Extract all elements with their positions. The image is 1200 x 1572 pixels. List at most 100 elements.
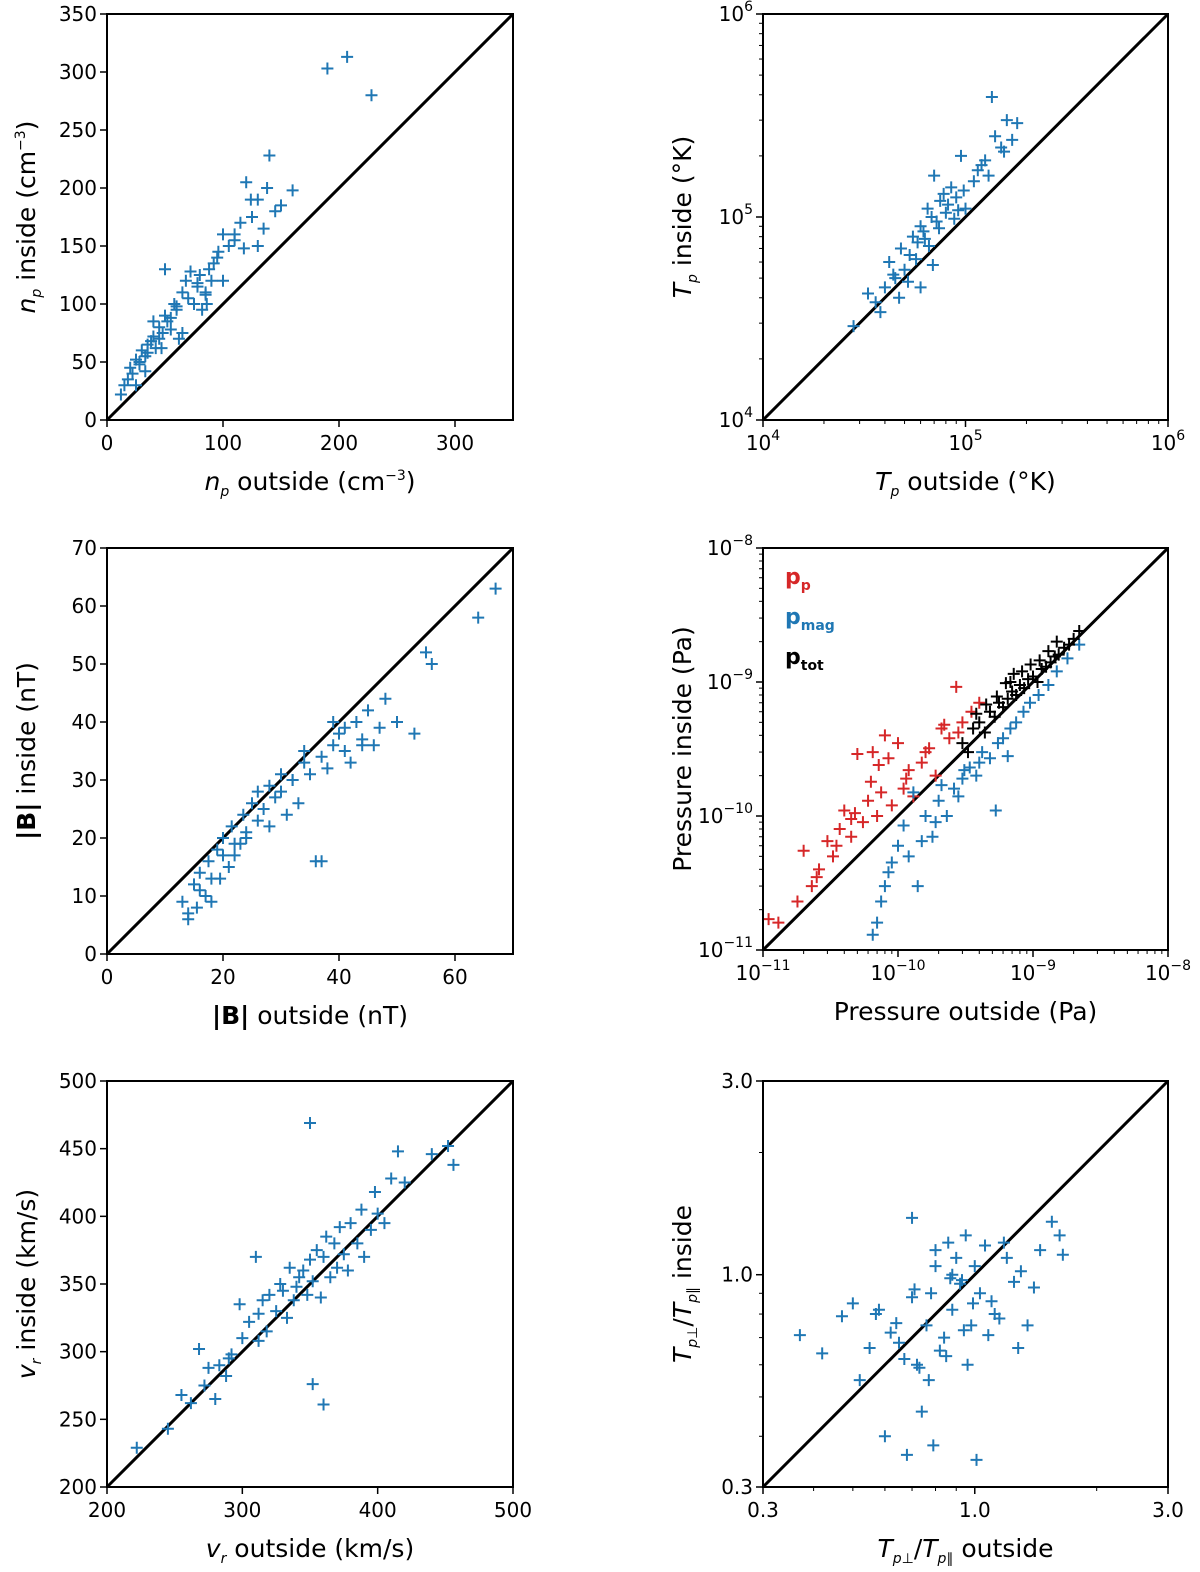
data-point [338, 745, 351, 757]
data-point [939, 206, 952, 219]
data-point [1023, 696, 1036, 709]
y-tick-label: 10 [72, 884, 97, 908]
data-point [1052, 648, 1065, 661]
y-axis-label: vr inside (km/s) [12, 1189, 45, 1379]
data-point [915, 1405, 928, 1418]
data-point [914, 220, 927, 233]
plot-frame [762, 1080, 1169, 1488]
y-tick-label: 100 [59, 292, 97, 316]
y-tick-label: 50 [72, 652, 97, 676]
data-point [833, 822, 846, 835]
y-tick-label: 350 [59, 1272, 97, 1296]
y-tick-label: 250 [59, 118, 97, 142]
data-point [920, 1319, 933, 1332]
data-point [252, 1307, 265, 1320]
series-p_p [763, 680, 986, 929]
data-point [274, 1278, 287, 1290]
data-point [942, 198, 955, 211]
y-tick-label: 70 [72, 536, 97, 560]
data-point [147, 330, 160, 343]
data-point [286, 184, 299, 197]
data-point [378, 1217, 391, 1230]
x-axis-label: vr outside (km/s) [206, 1534, 414, 1567]
series-T_p [847, 91, 1024, 333]
y-tick-label: 60 [72, 594, 97, 618]
data-point [985, 1295, 998, 1308]
data-point [950, 191, 963, 204]
data-point [304, 1116, 316, 1129]
data-point [937, 187, 950, 200]
data-point [892, 839, 904, 852]
data-point [139, 365, 152, 378]
data-point [845, 830, 858, 843]
data-point [892, 737, 904, 750]
data-point [894, 242, 907, 255]
data-point [333, 727, 345, 740]
data-point [956, 716, 969, 729]
data-point [184, 265, 197, 278]
data-point [130, 1441, 143, 1454]
data-point [971, 164, 984, 177]
data-point [957, 1324, 970, 1337]
data-point [212, 245, 225, 258]
data-point [952, 726, 965, 739]
data-point [188, 878, 200, 891]
data-point [269, 205, 282, 218]
data-point [845, 812, 858, 825]
data-point [928, 169, 941, 182]
data-point [932, 794, 945, 807]
data-point [373, 721, 386, 734]
data-point [237, 242, 250, 255]
data-point [866, 928, 879, 941]
data-point [191, 277, 204, 290]
data-point [321, 62, 334, 75]
y-tick-label: 104 [719, 405, 753, 432]
data-point [988, 1308, 1001, 1321]
data-point [176, 286, 189, 299]
data-point [1050, 635, 1063, 648]
data-point [337, 1248, 350, 1261]
data-point [327, 716, 340, 728]
data-point [320, 1230, 333, 1243]
data-point [929, 1260, 942, 1273]
data-point [1053, 1229, 1066, 1242]
data-point [866, 746, 879, 759]
data-point [906, 1291, 919, 1304]
data-point [317, 1250, 330, 1263]
data-point [1042, 645, 1055, 658]
data-point [126, 367, 139, 380]
data-point [1067, 632, 1080, 645]
legend: pp pmag ptot [785, 565, 835, 674]
y-tick-label: 300 [59, 60, 97, 84]
data-point [287, 1294, 300, 1307]
data-point [965, 1319, 978, 1332]
y-tick-label: 300 [59, 1340, 97, 1364]
data-point [202, 1361, 215, 1374]
data-point [906, 1211, 919, 1224]
data-point [885, 856, 898, 869]
data-point [193, 1342, 206, 1355]
y-tick-label: 350 [59, 2, 97, 26]
data-point [821, 835, 834, 848]
data-point [921, 202, 934, 215]
x-tick-label: 60 [442, 965, 467, 989]
data-point [1073, 638, 1086, 651]
data-point [959, 202, 972, 215]
data-point [1001, 750, 1014, 763]
data-point [228, 849, 241, 862]
y-tick-label: 200 [59, 176, 97, 200]
x-tick-label: 40 [326, 965, 351, 989]
data-point [306, 1275, 319, 1288]
data-point [257, 222, 270, 235]
x-tick-label: 10−8 [1145, 958, 1191, 985]
data-point [251, 785, 264, 798]
data-point [442, 1139, 455, 1152]
panel-anisotropy: 0.3 1.0 3.0 0.3 1.0 3.0 Tp⊥/Tp∥ outside Tp⊥/Tp∥… [668, 1069, 1184, 1567]
data-point [159, 263, 171, 276]
y-tick-label: 150 [59, 234, 97, 258]
data-point [901, 275, 914, 288]
data-point [944, 1272, 957, 1285]
data-point [973, 1287, 986, 1300]
data-point [978, 726, 991, 739]
data-point [910, 253, 923, 266]
